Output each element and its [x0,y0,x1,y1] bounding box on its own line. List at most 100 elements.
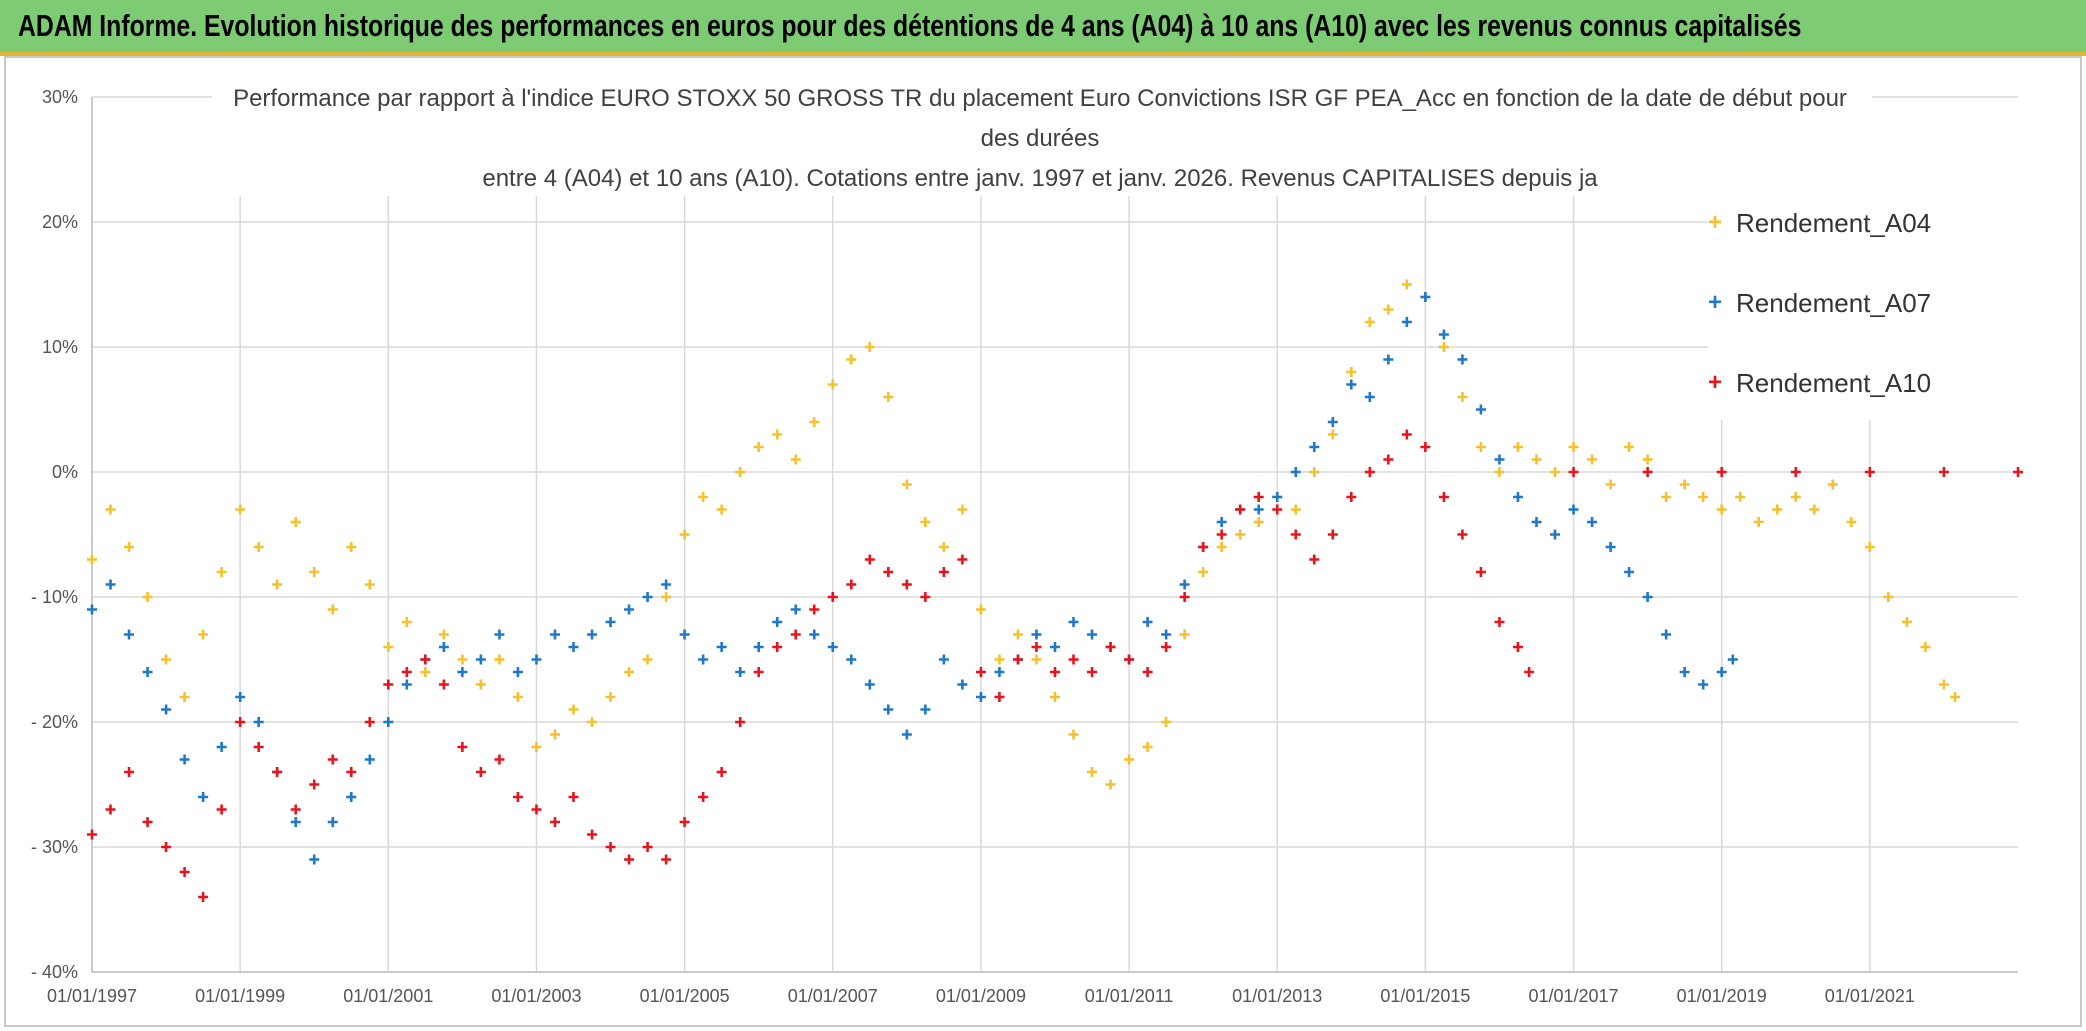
data-point [253,717,264,727]
data-point [1716,667,1727,677]
y-tick-label: 10% [42,337,78,357]
data-point [790,454,801,465]
data-point [1142,617,1153,627]
data-point [1272,504,1283,515]
data-point [549,629,560,640]
x-tick-label: 01/01/2007 [788,986,878,1006]
data-point [1253,517,1264,527]
data-point [1550,467,1561,477]
data-point [1364,317,1375,327]
data-point [1846,517,1857,527]
report-title: ADAM Informe. Evolution historique des p… [18,8,1802,43]
data-point [1068,654,1079,665]
data-point [1735,492,1746,502]
data-point [1475,404,1486,415]
data-point [1012,654,1023,665]
series-Rendement_A10 [87,429,2023,902]
data-point [920,592,931,602]
data-point [1050,692,1060,702]
data-point [1883,592,1894,602]
data-point [568,704,579,715]
data-point [1050,667,1060,677]
data-point [1642,467,1653,477]
data-point [642,592,653,602]
data-point [1105,642,1116,652]
data-point [235,692,246,702]
data-point [105,579,116,590]
data-point [568,642,579,652]
data-point [827,642,838,652]
data-point [272,579,283,590]
data-point [809,417,820,427]
data-point [124,767,135,777]
data-point [1438,342,1449,352]
data-point [772,617,783,627]
data-point [735,717,746,727]
data-point [1494,617,1505,627]
data-point [772,642,783,652]
data-point [605,617,616,627]
data-point [994,692,1005,702]
data-point [938,654,949,665]
data-point [1790,492,1801,502]
data-point [753,667,764,677]
data-point [901,729,912,740]
data-point [1698,679,1709,690]
data-point [624,667,635,677]
data-point [1068,617,1079,627]
data-point [1512,642,1523,652]
data-point [605,692,616,702]
data-point [1124,654,1135,665]
data-point [1031,642,1042,652]
data-point [161,842,172,852]
data-point [1383,304,1394,315]
data-point [846,654,857,665]
data-point [142,817,153,827]
legend-marker-a10: + [1708,369,1723,396]
legend-marker-a07: + [1708,289,1723,316]
data-point [679,817,690,827]
data-point [364,579,375,590]
data-point [1698,492,1709,502]
x-tick-label: 01/01/1997 [47,986,137,1006]
data-point [883,704,894,715]
data-point [1531,454,1542,465]
data-point [735,467,746,477]
data-point [124,629,135,640]
data-point [494,754,505,765]
data-point [549,729,560,740]
data-point [142,592,153,602]
data-point [679,529,690,540]
data-point [1290,529,1301,540]
data-point [161,654,172,665]
data-point [438,642,449,652]
data-point [1605,479,1616,490]
data-point [475,654,486,665]
data-point [309,854,320,865]
data-point [401,679,412,690]
data-point [642,654,653,665]
chart-frame [4,56,2082,1027]
data-point [346,767,357,777]
data-point [957,554,968,565]
data-point [1364,467,1375,477]
data-point [1457,529,1468,540]
data-point [1901,617,1912,627]
data-point [1587,454,1598,465]
data-point [253,742,264,752]
data-point [568,792,579,802]
data-point [1401,279,1412,290]
chart-title-background [212,78,1872,196]
data-point [1087,767,1098,777]
data-point [1346,367,1357,377]
y-tick-label: - 20% [31,712,78,732]
data-point [235,504,246,515]
x-tick-label: 01/01/2019 [1677,986,1767,1006]
data-point [1161,717,1172,727]
data-point [531,742,542,752]
data-point [1346,492,1357,502]
data-point [994,654,1005,665]
data-point [809,604,820,615]
data-point [975,604,986,615]
data-point [1179,629,1190,640]
